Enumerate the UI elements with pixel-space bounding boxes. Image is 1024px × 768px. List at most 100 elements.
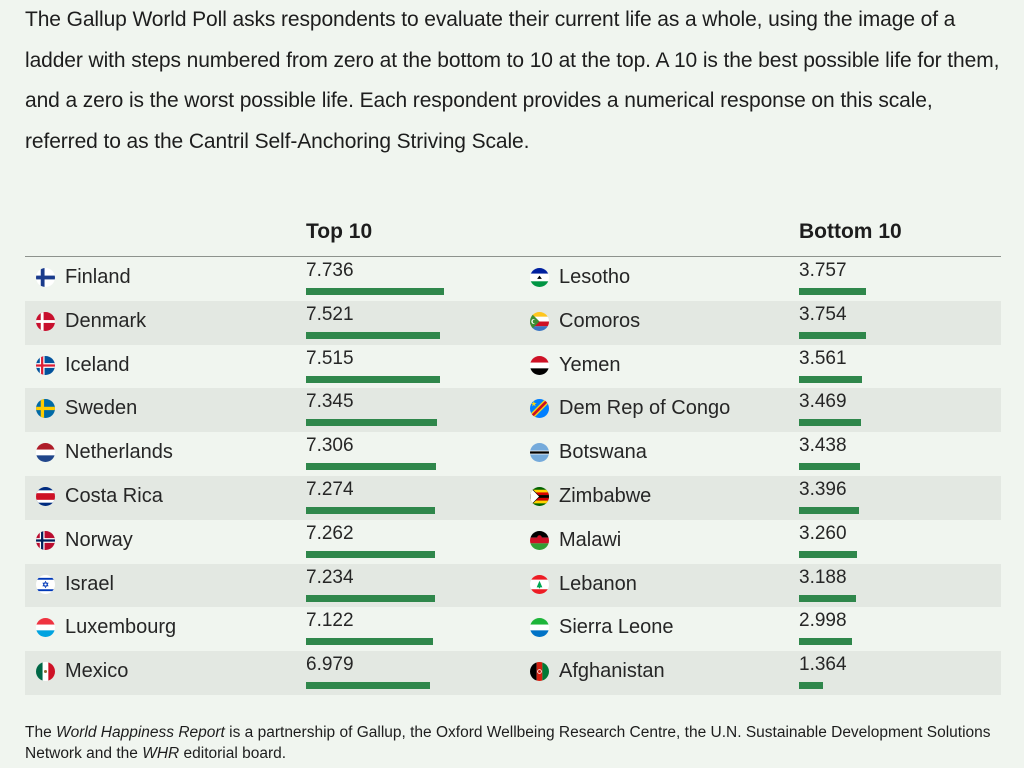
mexico-flag-icon	[36, 662, 55, 682]
bottom-country-afghanistan: Afghanistan	[559, 660, 665, 683]
botswana-flag-icon	[530, 443, 549, 463]
footer-text-2: is a partnership of Gallup, the Oxford W…	[25, 724, 991, 762]
top-country-denmark: Denmark	[65, 309, 147, 332]
bottom-bar-lesotho	[799, 288, 866, 295]
zimbabwe-flag-icon	[530, 486, 549, 506]
sweden-flag-icon	[36, 399, 55, 419]
bottom-country-dem-rep-of-congo: Dem Rep of Congo	[559, 397, 731, 420]
bottom-bar-botswana	[799, 463, 861, 471]
bottom-country-yemen: Yemen	[559, 353, 621, 376]
bottom-score-afghanistan: 1.364	[799, 654, 847, 676]
bottom-score-yemen: 3.561	[799, 347, 847, 369]
bottom-bar-sierra-leone	[799, 638, 853, 646]
netherlands-flag-icon	[36, 443, 55, 463]
bottom-10-header: Bottom 10	[799, 220, 902, 243]
top-country-norway: Norway	[65, 528, 133, 551]
table-row: Denmark 7.521 Comoros 3.754	[25, 300, 1001, 345]
table-row: Sweden 7.345 Dem Rep of Congo 3.469	[25, 388, 1001, 433]
bottom-bar-comoros	[799, 331, 866, 339]
top-bar-norway	[306, 550, 436, 558]
top-country-finland: Finland	[65, 266, 131, 288]
bottom-country-zimbabwe: Zimbabwe	[559, 484, 652, 507]
bottom-country-lebanon: Lebanon	[559, 572, 637, 595]
intro-text: The Gallup World Poll asks respondents t…	[25, 8, 1000, 153]
finland-flag-icon	[36, 268, 55, 287]
top-bar-costa-rica	[306, 506, 436, 514]
top-10-header: Top 10	[306, 220, 373, 243]
table-row: Iceland 7.515 Yemen 3.561	[25, 345, 1001, 389]
top-bar-finland	[306, 288, 444, 295]
bottom-score-lebanon: 3.188	[799, 566, 847, 588]
bottom-score-zimbabwe: 3.396	[799, 478, 847, 500]
top-score-luxembourg: 7.122	[306, 610, 354, 632]
afghanistan-flag-icon	[530, 662, 549, 682]
table-body: Finland 7.736 Lesotho 3.757 Denmark 7.521 Como…	[25, 257, 1001, 695]
top-country-israel: Israel	[65, 572, 114, 595]
iceland-flag-icon	[36, 355, 55, 375]
bottom-bar-dem-rep-of-congo	[799, 419, 861, 427]
top-country-luxembourg: Luxembourg	[65, 616, 177, 639]
top-bar-denmark	[306, 331, 440, 339]
footer-report-name: World Happiness Report	[56, 724, 225, 741]
top-bar-luxembourg	[306, 638, 433, 646]
top-bar-israel	[306, 594, 435, 602]
bottom-country-sierra-leone: Sierra Leone	[559, 616, 674, 639]
table-row: Costa Rica 7.274 Zimbabwe 3.396	[25, 475, 1001, 520]
footer-text-3: editorial board.	[179, 745, 287, 762]
top-bar-netherlands	[306, 463, 436, 471]
bottom-country-botswana: Botswana	[559, 441, 647, 464]
footer-note: The World Happiness Report is a partners…	[25, 722, 1005, 764]
top-score-sweden: 7.345	[306, 391, 354, 413]
table-row: Israel 7.234 Lebanon 3.188	[25, 563, 1001, 608]
table-row: Netherlands 7.306 Botswana 3.438	[25, 432, 1001, 476]
footer-text-1: The	[25, 724, 57, 741]
top-score-netherlands: 7.306	[306, 435, 354, 457]
bottom-score-sierra-leone: 2.998	[799, 610, 847, 632]
bottom-score-botswana: 3.438	[799, 435, 847, 457]
top-country-netherlands: Netherlands	[65, 441, 173, 464]
footer-board-name: WHR	[142, 745, 180, 762]
top-score-finland: 7.736	[306, 260, 354, 281]
bottom-score-lesotho: 3.757	[799, 260, 847, 281]
top-score-iceland: 7.515	[306, 347, 354, 369]
comoros-flag-icon	[530, 311, 549, 331]
top-bar-sweden	[306, 419, 437, 427]
dr-congo-flag-icon	[530, 399, 549, 419]
table-header: Top 10 Bottom 10	[25, 208, 1001, 257]
bottom-country-comoros: Comoros	[559, 309, 641, 332]
bottom-bar-lebanon	[799, 594, 856, 602]
bottom-bar-zimbabwe	[799, 506, 860, 514]
bottom-score-malawi: 3.260	[799, 522, 847, 544]
top-score-israel: 7.234	[306, 566, 354, 588]
israel-flag-icon	[36, 574, 55, 594]
happiness-table: Top 10 Bottom 10 Finland 7.736 Lesotho 3.75…	[25, 208, 1001, 695]
bottom-score-dem-rep-of-congo: 3.469	[799, 391, 847, 413]
malawi-flag-icon	[530, 530, 549, 550]
top-score-mexico: 6.979	[306, 654, 354, 676]
top-score-costa-rica: 7.274	[306, 478, 354, 500]
top-country-iceland: Iceland	[65, 353, 130, 376]
denmark-flag-icon	[36, 311, 55, 331]
norway-flag-icon	[36, 530, 55, 550]
top-country-costa-rica: Costa Rica	[65, 484, 163, 507]
sierra-leone-flag-icon	[530, 618, 549, 638]
table-row: Finland 7.736 Lesotho 3.757	[25, 257, 1001, 301]
luxembourg-flag-icon	[36, 618, 55, 638]
costa-rica-flag-icon	[36, 486, 55, 506]
table-row: Mexico 6.979 Afghanistan 1.364	[25, 651, 1001, 695]
table-row: Norway 7.262 Malawi 3.260	[25, 520, 1001, 564]
bottom-country-malawi: Malawi	[559, 528, 622, 551]
top-bar-mexico	[306, 682, 431, 690]
top-score-denmark: 7.521	[306, 303, 354, 325]
bottom-bar-malawi	[799, 550, 857, 558]
lebanon-flag-icon	[530, 574, 549, 594]
bottom-country-lesotho: Lesotho	[559, 266, 631, 288]
bottom-bar-yemen	[799, 375, 863, 383]
yemen-flag-icon	[530, 355, 549, 375]
table-row: Luxembourg 7.122 Sierra Leone 2.998	[25, 607, 1001, 651]
lesotho-flag-icon	[530, 268, 549, 287]
top-score-norway: 7.262	[306, 522, 354, 544]
bottom-score-comoros: 3.754	[799, 303, 847, 325]
bottom-bar-afghanistan	[799, 682, 824, 690]
top-bar-iceland	[306, 375, 440, 383]
